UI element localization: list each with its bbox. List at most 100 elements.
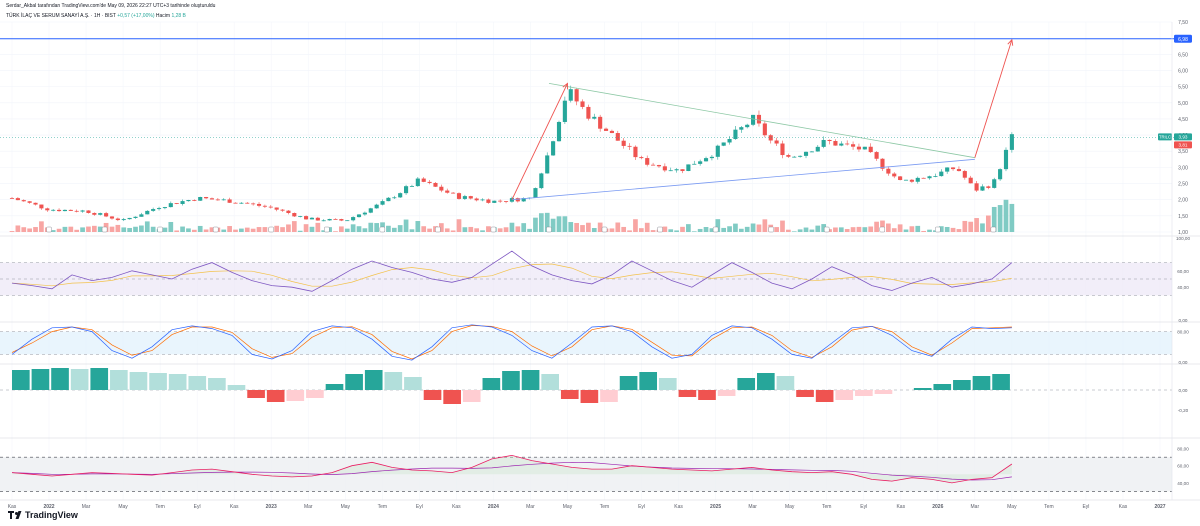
candle-body [98, 213, 103, 215]
volume-bar [262, 227, 268, 232]
volume-bar [39, 221, 44, 232]
volume-bar [580, 225, 585, 232]
time-tick-label: Eyl [638, 504, 645, 510]
volume-bar [856, 226, 862, 232]
volume-bar [909, 226, 915, 232]
candle-body [974, 183, 979, 191]
volume-bar [844, 229, 850, 232]
candle-body [204, 197, 209, 199]
volume-bar [362, 228, 368, 232]
target-arrow [974, 39, 1013, 158]
histogram-bar [31, 369, 50, 390]
tradingview-brand[interactable]: TradingView [8, 510, 78, 520]
wedge-lower-trendline [511, 158, 975, 201]
last-price-tag [1174, 133, 1192, 141]
earnings-marker-icon [435, 226, 441, 233]
candle-body [703, 158, 709, 162]
candle-body [39, 204, 44, 209]
time-tick-label: May [1007, 504, 1017, 510]
candle-body [168, 203, 173, 208]
volume-bar [509, 222, 515, 232]
volume-bar [21, 227, 27, 232]
stoch-band [0, 331, 1172, 355]
volume-bar [997, 205, 1003, 232]
candle-body [15, 198, 20, 201]
volume-bar [921, 230, 926, 232]
volume-bar [597, 222, 603, 232]
symbol-name[interactable]: TÜRK İLAÇ VE SERUM SANAYİ A.Ş. · 1H · BI… [6, 13, 116, 19]
candle-body [786, 155, 791, 157]
time-tick-label: Eyl [416, 504, 423, 510]
candle-body [68, 209, 73, 211]
volume-bar [915, 225, 921, 232]
histogram-bar [247, 390, 265, 398]
histogram-tick-label: 0,00 [1179, 388, 1188, 393]
volume-bar [344, 228, 350, 232]
candle-body [862, 146, 867, 150]
candle-body [968, 177, 973, 184]
time-tick-label: Kas [896, 504, 905, 510]
candle-body [156, 208, 162, 210]
volume-bar [56, 228, 62, 232]
candle-body [386, 197, 391, 202]
candle-body [392, 197, 397, 199]
candle-body [451, 192, 456, 194]
volume-bar [850, 227, 856, 232]
candle-body [45, 208, 50, 211]
time-tick-label: 2025 [710, 504, 721, 510]
earnings-marker-icon [879, 226, 885, 233]
axes: 7,506,986,506,005,505,004,504,003,503,00… [0, 20, 1200, 510]
candle-body [992, 179, 997, 188]
histogram-bar [992, 374, 1010, 390]
candle-body [380, 201, 385, 205]
candle-body [209, 198, 215, 200]
histogram-bar [423, 390, 442, 400]
volume-bar [668, 229, 674, 232]
volume-bar [556, 216, 562, 232]
candle-body [874, 152, 879, 159]
candle-body [868, 146, 873, 153]
volume-bar [774, 227, 779, 232]
target-arrow-head [1007, 38, 1014, 46]
histogram-bar [933, 384, 952, 390]
histogram-bar [737, 378, 756, 390]
target-price-tag [1174, 34, 1192, 43]
candle-body [404, 186, 409, 194]
tradingview-logo-icon [8, 511, 22, 519]
price-tick-label: 3,50 [1178, 149, 1188, 155]
candle-body [574, 89, 579, 102]
histogram-bar [560, 390, 579, 399]
volume-bar [139, 225, 144, 232]
candle-body [21, 200, 26, 202]
volume-bar [386, 225, 391, 232]
price-tick-label: 5,00 [1178, 101, 1188, 107]
histogram-bar [110, 370, 128, 390]
histogram-bar [384, 372, 403, 390]
candle-body [809, 151, 814, 153]
candle-body [933, 176, 938, 177]
earnings-marker-icon [46, 226, 52, 233]
time-tick-label: 2027 [1154, 504, 1165, 510]
volume-bar [862, 227, 868, 232]
volume-bar [297, 230, 303, 232]
time-tick-label: 2026 [932, 504, 943, 510]
histogram-bar [913, 388, 932, 390]
volume-bar [791, 231, 797, 232]
candle-body [468, 196, 473, 199]
volume-bar [197, 225, 203, 232]
candle-body [268, 206, 273, 208]
volume-bar [927, 229, 932, 232]
volume-bar [391, 227, 397, 232]
price-tick-label: 1,00 [1178, 230, 1188, 236]
candle-body [351, 217, 356, 221]
volume-bar [591, 228, 597, 232]
volume-bar [562, 216, 568, 232]
volume-bar [439, 223, 444, 232]
candle-body [456, 193, 462, 199]
candle-body [198, 197, 203, 201]
volume-bar [321, 230, 327, 232]
volume-bar [209, 227, 215, 232]
candle-body [903, 179, 909, 181]
candle-body [751, 114, 756, 125]
candle-body [680, 169, 685, 172]
